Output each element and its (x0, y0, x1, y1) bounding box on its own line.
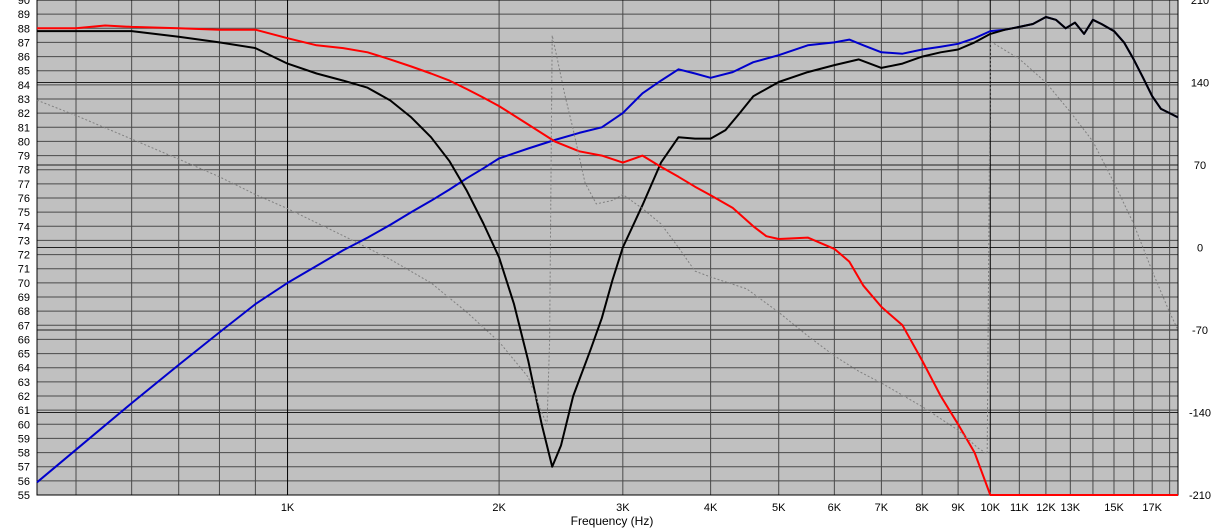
y-tick-label: 86 (18, 52, 30, 64)
y-tick-label: 66 (18, 334, 30, 346)
y-tick-label: 69 (18, 292, 30, 304)
x-tick-label: 6K (828, 502, 842, 514)
x-tick-label: 4K (704, 502, 718, 514)
x-tick-label: 2K (492, 502, 506, 514)
y-tick-label: 65 (18, 349, 30, 361)
y-tick-label: 56 (18, 476, 30, 488)
x-tick-label: 9K (951, 502, 965, 514)
plot-border (36, 0, 1179, 496)
y-tick-label: 75 (18, 207, 30, 219)
x-tick-label: 15K (1104, 502, 1124, 514)
y-tick-label: 90 (18, 0, 30, 7)
series-group (36, 16, 1179, 496)
y-tick-label: 81 (18, 122, 30, 134)
x-axis-title: Frequency (Hz) (571, 514, 654, 528)
y-right-tick-label: 70 (1194, 160, 1206, 172)
y-tick-label: 73 (18, 235, 30, 247)
y-tick-label: 57 (18, 462, 30, 474)
y-tick-label: 77 (18, 179, 30, 191)
y-tick-label: 61 (18, 405, 30, 417)
y-tick-label: 82 (18, 108, 30, 120)
y-tick-label: 85 (18, 66, 30, 78)
y-tick-label: 80 (18, 136, 30, 148)
y-tick-label: 79 (18, 151, 30, 163)
series-line-3 (37, 24, 1178, 496)
series-line-2 (37, 16, 1179, 468)
y-tick-label: 88 (18, 23, 30, 35)
y-tick-label: 70 (18, 278, 30, 290)
y-tick-label: 55 (18, 490, 30, 502)
y-tick-label: 63 (18, 377, 30, 389)
y-tick-label: 78 (18, 165, 30, 177)
y-right-tick-label: 0 (1197, 243, 1203, 255)
y-tick-label: 72 (18, 250, 30, 262)
y-tick-label: 74 (18, 221, 30, 233)
y-right-tick-label: -210 (1189, 490, 1211, 502)
y-right-tick-label: -140 (1189, 408, 1211, 420)
y-right-tick-label: 210 (1191, 0, 1209, 7)
series-line-4 (36, 34, 1179, 455)
x-tick-label: 7K (875, 502, 889, 514)
x-tick-label: 1K (281, 502, 295, 514)
y-tick-label: 67 (18, 320, 30, 332)
x-tick-label: 11K (1010, 502, 1029, 514)
y-tick-label: 60 (18, 419, 30, 431)
y-tick-label: 76 (18, 193, 30, 205)
x-tick-label: 10K (980, 502, 1000, 514)
y-tick-label: 71 (18, 264, 30, 276)
x-tick-label: 3K (616, 502, 630, 514)
y-tick-label: 64 (18, 363, 30, 375)
y-tick-label: 83 (18, 94, 30, 106)
x-tick-label: 8K (915, 502, 929, 514)
x-tick-label: 12K (1036, 502, 1056, 514)
y-right-tick-label: -70 (1192, 325, 1208, 337)
y-tick-label: 84 (18, 80, 30, 92)
y-tick-label: 89 (18, 9, 30, 21)
y-tick-label: 58 (18, 448, 30, 460)
tick-labels: 55 56 57 58 59 60 61 62 63 64 65 66 67 68 69 70 71 72 73 74… (18, 0, 1211, 514)
x-tick-label: 5K (772, 502, 786, 514)
x-tick-label: 13K (1061, 502, 1081, 514)
y-tick-label: 62 (18, 391, 30, 403)
y-right-tick-label: 140 (1191, 78, 1209, 90)
y-tick-label: 59 (18, 433, 30, 445)
x-tick-label: 17K (1142, 502, 1162, 514)
y-tick-label: 87 (18, 37, 30, 49)
y-tick-label: 68 (18, 306, 30, 318)
